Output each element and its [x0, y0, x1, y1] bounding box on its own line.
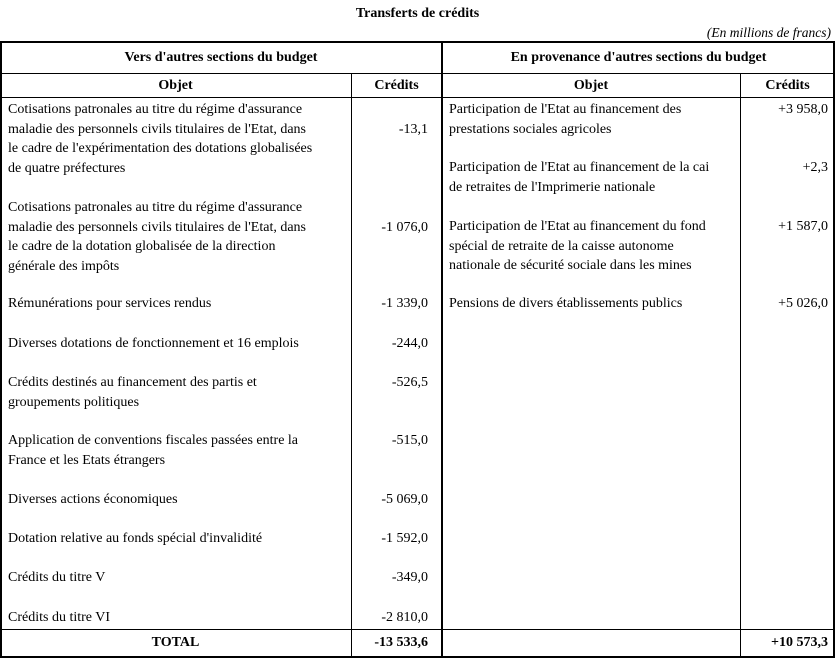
right-section-header: En provenance d'autres sections du budge…: [510, 50, 767, 65]
left-row-objet-line: le cadre de l'expérimentation des dotati…: [8, 141, 313, 156]
left-row-objet-line: groupements politiques: [8, 394, 140, 410]
section-divider: [441, 41, 443, 658]
right-credits-header: Crédits: [765, 78, 810, 93]
left-row-objet-line: maladie des personnels civils titulaires…: [8, 121, 306, 137]
left-row-credit: -2 810,0: [381, 610, 428, 625]
unit-note: (En millions de francs): [706, 25, 831, 40]
left-row-credit: -349,0: [391, 570, 428, 585]
left-row-objet-line: Cotisations patronales au titre du régim…: [8, 200, 303, 215]
left-section-header: Vers d'autres sections du budget: [124, 50, 318, 65]
right-row-objet-line: prestations sociales agricoles: [449, 121, 612, 137]
left-row-credit: -1 076,0: [381, 219, 428, 235]
right-objet-header: Objet: [573, 78, 609, 93]
left-row-objet-line: Cotisations patronales au titre du régim…: [8, 102, 303, 117]
left-row-objet-line: Diverses dotations de fonctionnement et …: [8, 336, 299, 351]
document-title: Transferts de crédits: [355, 6, 480, 21]
left-row-objet-line: Dotation relative au fonds spécial d'inv…: [8, 531, 263, 546]
left-row-credit: -515,0: [391, 433, 428, 448]
left-row-credit: -1 339,0: [381, 296, 428, 311]
total-left-credit: -13 533,6: [374, 635, 428, 650]
total-right-credit: +10 573,3: [771, 635, 828, 650]
row-divider: [0, 97, 835, 98]
right-row-objet-line: spécial de retraite de la caisse autonom…: [449, 238, 674, 254]
left-row-objet-line: Application de conventions fiscales pass…: [8, 433, 299, 448]
left-row-objet-line: Rémunérations pour services rendus: [8, 296, 212, 311]
right-row-credit: +3 958,0: [778, 102, 828, 117]
left-row-objet-line: Crédits destinés au financement des part…: [8, 375, 257, 390]
table-border-left: [0, 41, 2, 658]
left-credits-header: Crédits: [374, 78, 419, 93]
left-row-objet-line: maladie des personnels civils titulaires…: [8, 219, 306, 235]
left-row-credit: -13,1: [398, 121, 428, 137]
right-row-credit: +2,3: [802, 160, 828, 175]
right-row-objet-line: Pensions de divers établissements public…: [449, 296, 683, 311]
left-row-objet-line: générale des impôts: [8, 258, 120, 274]
left-row-credit: -1 592,0: [381, 531, 428, 546]
table-border-right: [833, 41, 835, 658]
column-divider: [351, 73, 352, 658]
left-row-credit: -5 069,0: [381, 492, 428, 507]
left-objet-header: Objet: [158, 78, 193, 93]
right-row-objet-line: nationale de sécurité sociale dans les m…: [449, 258, 692, 273]
column-divider: [740, 73, 741, 658]
left-row-objet-line: de quatre préfectures: [8, 160, 126, 176]
right-row-objet-line: Participation de l'Etat au financement d…: [449, 160, 710, 175]
left-row-objet-line: Crédits du titre VI: [8, 610, 111, 625]
table-border-top: [0, 41, 835, 43]
right-row-objet-line: Participation de l'Etat au financement d…: [449, 219, 706, 234]
table-border-bottom: [0, 656, 835, 658]
left-row-objet-line: le cadre de la dotation globalisée de la…: [8, 239, 276, 254]
row-divider: [0, 73, 835, 74]
right-row-objet-line: Participation de l'Etat au financement d…: [449, 102, 682, 117]
left-row-objet-line: France et les Etats étrangers: [8, 452, 166, 468]
left-row-objet-line: Diverses actions économiques: [8, 492, 178, 507]
total-label: TOTAL: [151, 635, 200, 650]
right-row-credit: +1 587,0: [778, 219, 828, 234]
right-row-credit: +5 026,0: [778, 296, 828, 311]
right-row-objet-line: de retraites de l'Imprimerie nationale: [449, 179, 656, 195]
row-divider: [0, 629, 835, 630]
left-row-credit: -526,5: [391, 375, 428, 390]
left-row-objet-line: Crédits du titre V: [8, 570, 106, 585]
left-row-credit: -244,0: [391, 336, 428, 351]
